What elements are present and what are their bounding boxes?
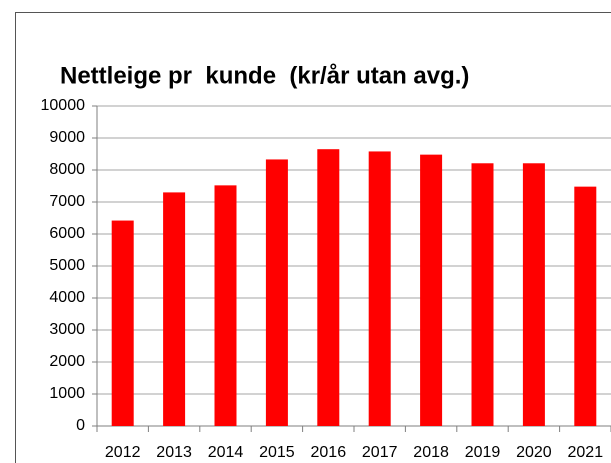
bar xyxy=(111,220,134,426)
x-tick-label: 2017 xyxy=(362,444,398,461)
bar xyxy=(163,192,186,426)
y-tick-label: 9000 xyxy=(49,129,85,146)
chart-title: Nettleige pr kunde (kr/år utan avg.) xyxy=(60,62,469,89)
y-tick-label: 2000 xyxy=(49,353,85,370)
bar xyxy=(317,149,340,426)
x-tick-label: 2013 xyxy=(156,444,192,461)
bar xyxy=(574,186,597,426)
bar xyxy=(265,159,288,426)
y-tick-label: 5000 xyxy=(49,257,85,274)
bar xyxy=(420,154,443,426)
x-tick-label: 2015 xyxy=(259,444,295,461)
y-tick-label: 4000 xyxy=(49,289,85,306)
y-tick-label: 1000 xyxy=(49,385,85,402)
x-tick-label: 2020 xyxy=(516,444,552,461)
x-tick-label: 2021 xyxy=(568,444,604,461)
y-tick-label: 7000 xyxy=(49,193,85,210)
x-tick-label: 2016 xyxy=(311,444,347,461)
y-tick-label: 10000 xyxy=(41,97,86,114)
x-tick-label: 2012 xyxy=(105,444,141,461)
x-tick-label: 2018 xyxy=(413,444,449,461)
y-tick-label: 0 xyxy=(76,417,85,434)
x-tick-label: 2019 xyxy=(465,444,501,461)
bar xyxy=(471,163,494,426)
y-tick-label: 8000 xyxy=(49,161,85,178)
y-tick-label: 6000 xyxy=(49,225,85,242)
bar xyxy=(368,151,391,426)
bar xyxy=(214,185,237,426)
y-tick-label: 3000 xyxy=(49,321,85,338)
x-tick-label: 2014 xyxy=(208,444,244,461)
chart-frame xyxy=(15,12,611,463)
bar xyxy=(522,163,545,426)
